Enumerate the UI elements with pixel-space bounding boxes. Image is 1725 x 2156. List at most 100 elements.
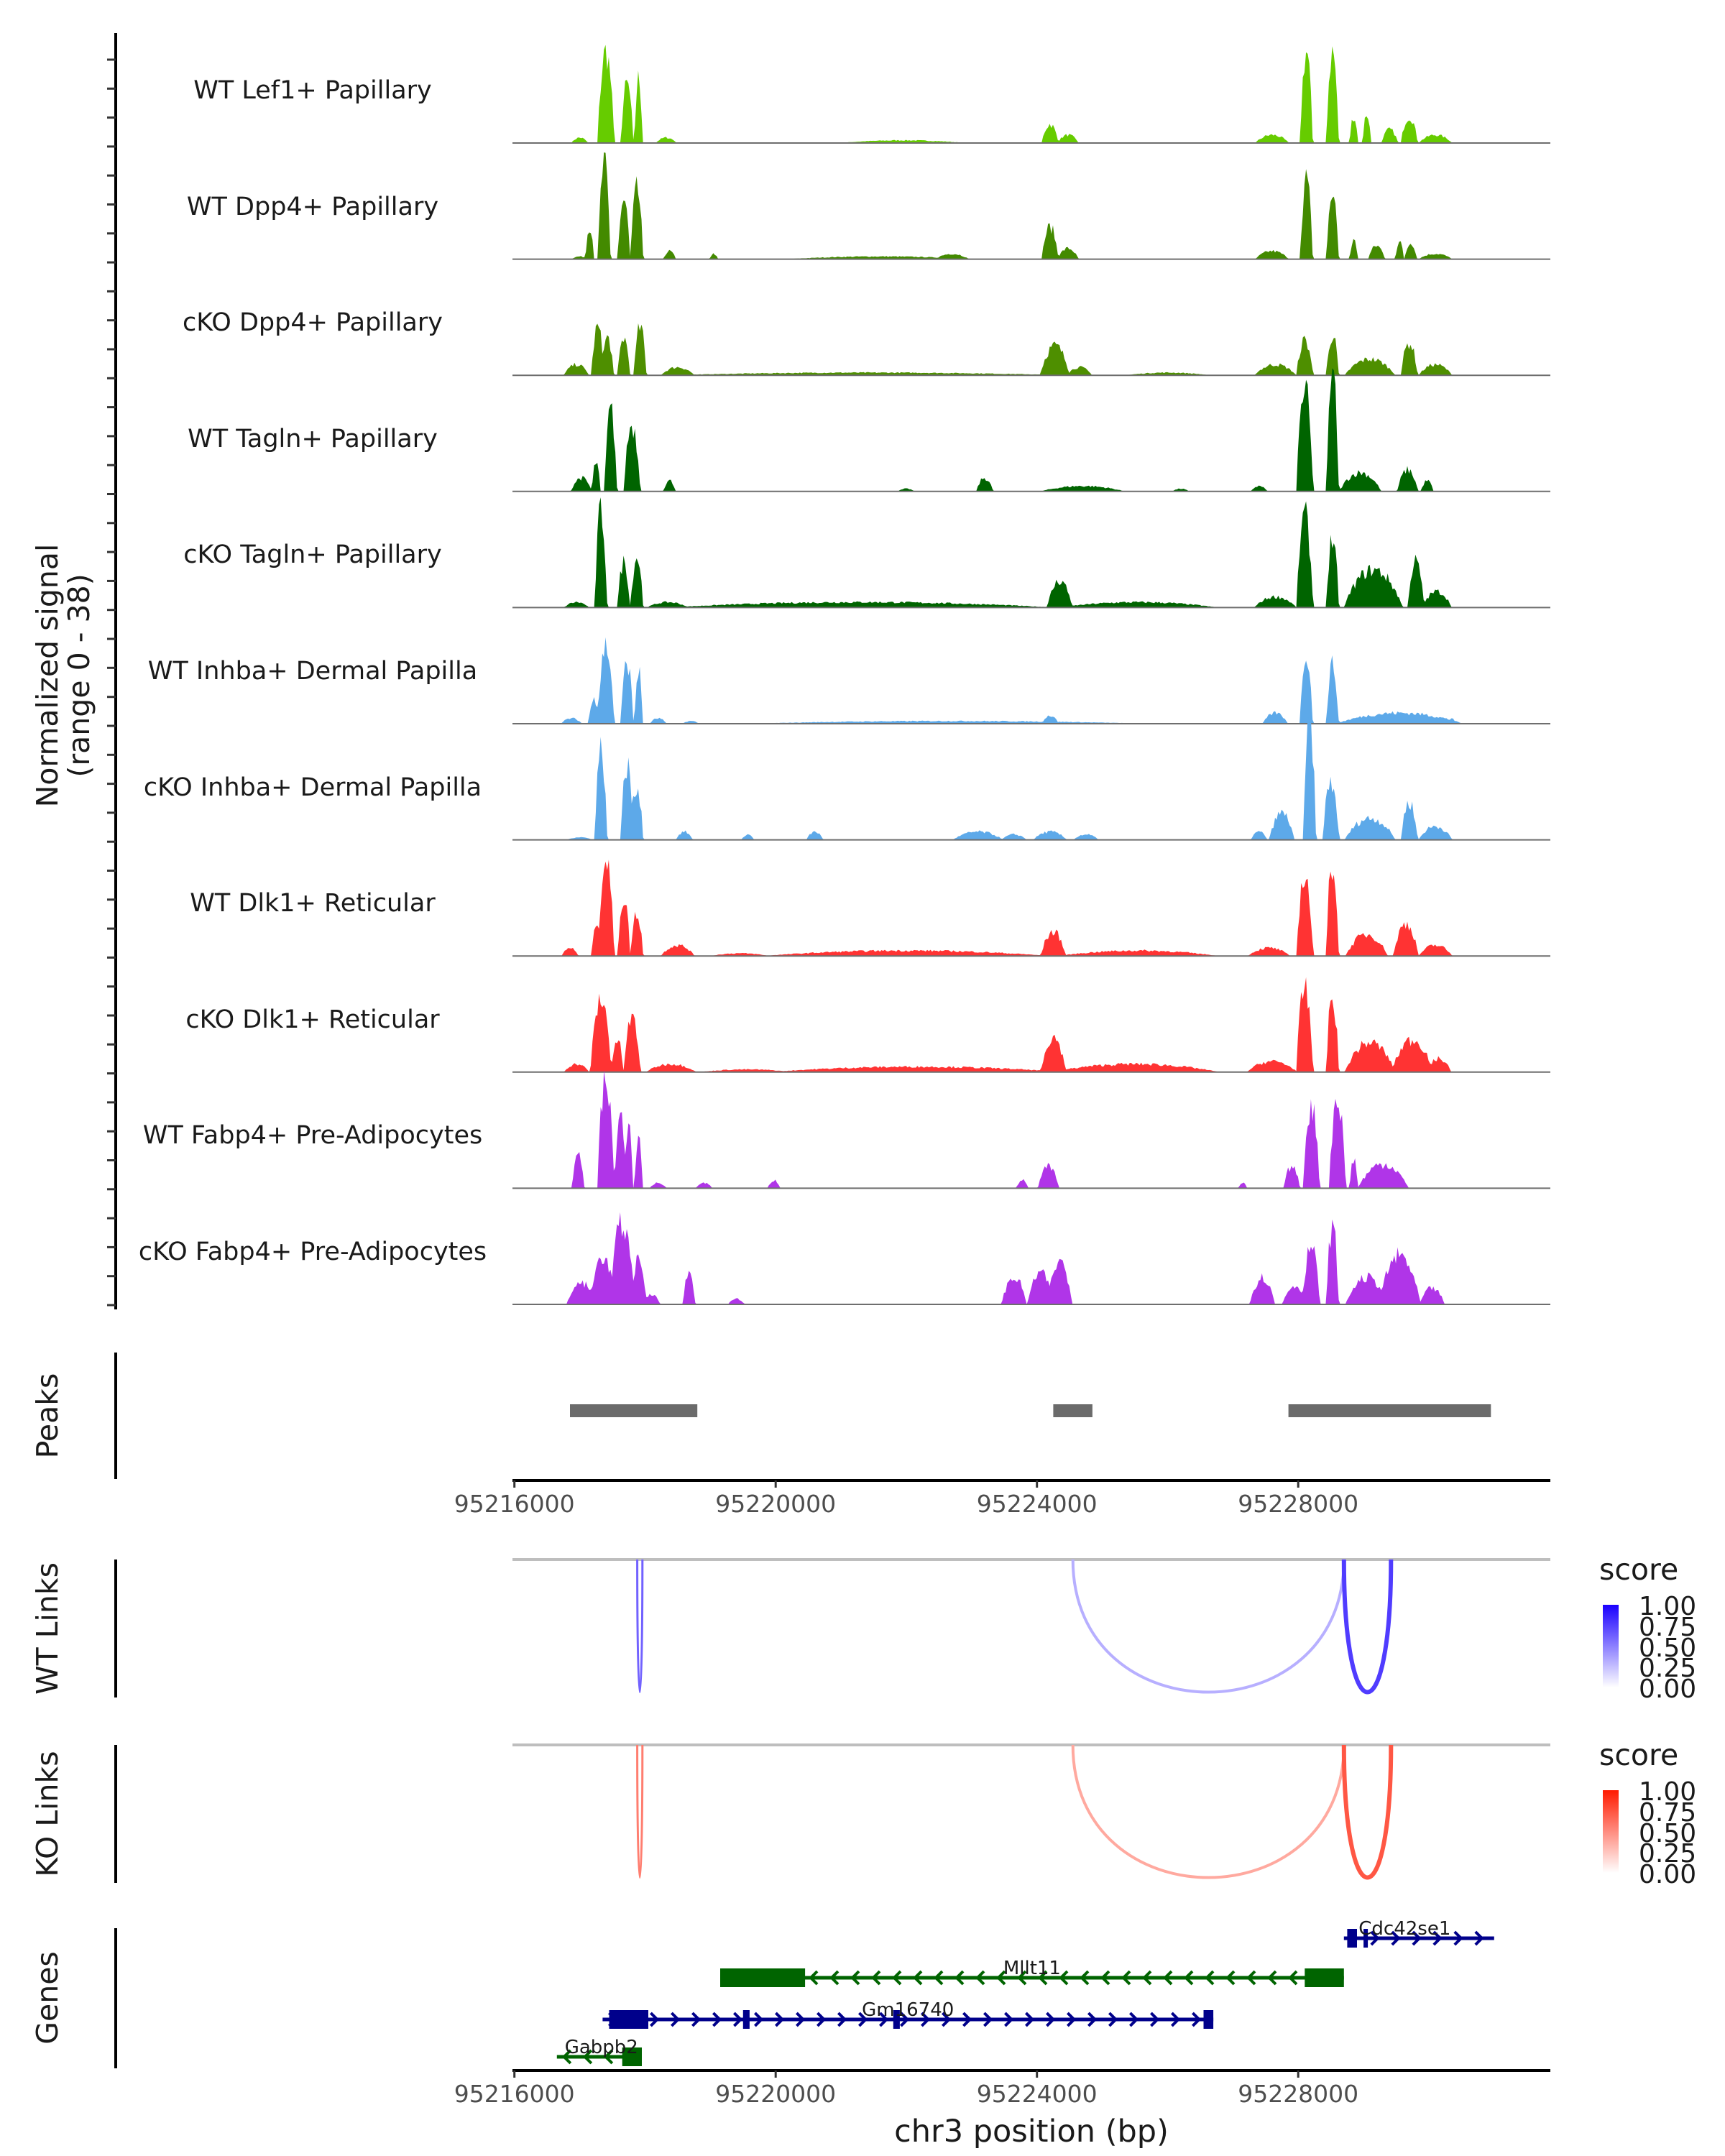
coverage-tracks: WT Lef1+ Papillary WT Dpp4+ Papillary cKO … — [139, 45, 1550, 1305]
coverage-track: cKO Dlk1+ Reticular — [185, 977, 1550, 1073]
score-legend-tick: 1.00 — [1639, 1592, 1696, 1621]
gene-model: Gabpb2 — [556, 2037, 642, 2066]
coverage-track: cKO Fabp4+ Pre-Adipocytes — [139, 1212, 1550, 1305]
coverage-area — [512, 637, 1550, 724]
strand-arrow-right-icon — [1066, 2012, 1077, 2027]
score-legend-tick: 0.00 — [1639, 1860, 1696, 1889]
strand-arrow-left-icon — [829, 1970, 840, 1986]
links-track: WT Links score 1.000.750.500.250.00 — [30, 1552, 1696, 1704]
strand-arrow-left-icon — [1288, 1970, 1298, 1986]
strand-arrow-right-icon — [920, 2012, 931, 2027]
score-colorbar — [1603, 1790, 1619, 1873]
coverage-area — [512, 497, 1550, 608]
strand-arrow-left-icon — [603, 2049, 614, 2065]
coverage-track-label: WT Inhba+ Dermal Papilla — [148, 657, 477, 686]
score-colorbar — [1603, 1605, 1619, 1687]
strand-arrow-left-icon — [1038, 1970, 1048, 1986]
peaks-x-tick-label: 95216000 — [454, 1490, 575, 1518]
strand-arrow-right-icon — [1087, 2012, 1098, 2027]
strand-arrow-left-icon — [1246, 1970, 1256, 1986]
strand-arrow-left-icon — [850, 1970, 860, 1986]
score-legend-tick: 0.50 — [1639, 1819, 1696, 1848]
strand-arrow-right-icon — [1045, 2012, 1056, 2027]
strand-arrow-left-icon — [996, 1970, 1006, 1986]
gene-name-label: Cdc42se1 — [1358, 1918, 1450, 1940]
peak-region — [1053, 1404, 1092, 1417]
gene-exon — [893, 2010, 900, 2029]
strand-arrow-right-icon — [795, 2012, 806, 2027]
strand-arrow-left-icon — [1184, 1970, 1194, 1986]
strand-arrow-right-icon — [1391, 1930, 1401, 1946]
gene-name-label: Gabpb2 — [565, 2037, 638, 2058]
score-legend: score 1.000.750.500.250.00 — [1599, 1738, 1696, 1889]
gene-exon — [742, 2010, 750, 2029]
strand-arrow-left-icon — [892, 1970, 902, 1986]
gene-exon — [1347, 1929, 1357, 1948]
strand-arrow-right-icon — [649, 2012, 660, 2027]
gene-name-label: Mllt11 — [1003, 1958, 1061, 1979]
peak-region — [1288, 1404, 1491, 1417]
coverage-area — [512, 717, 1550, 840]
strand-arrow-right-icon — [1024, 2012, 1035, 2027]
strand-arrow-right-icon — [712, 2012, 722, 2027]
coverage-area — [512, 1212, 1550, 1304]
link-arc — [1341, 1559, 1394, 1695]
gene-exon — [720, 1968, 806, 1987]
strand-arrow-right-icon — [1412, 1930, 1422, 1946]
peaks-x-tick-label: 95228000 — [1238, 1490, 1358, 1518]
genes-track-label: Genes — [30, 1951, 65, 2045]
peak-region — [570, 1404, 698, 1417]
gene-exon — [609, 2010, 648, 2029]
coverage-track-label: cKO Dpp4+ Papillary — [183, 308, 443, 337]
peaks-track-label: Peaks — [30, 1373, 65, 1459]
gene-exon — [622, 2047, 642, 2066]
coverage-track-label: cKO Dlk1+ Reticular — [185, 1005, 440, 1034]
coverage-track-label: WT Dpp4+ Papillary — [187, 193, 438, 221]
score-legend-tick: 0.75 — [1639, 1798, 1696, 1828]
coverage-track-label: cKO Tagln+ Papillary — [183, 540, 442, 569]
coverage-y-axis-label-line1: Normalized signal — [30, 544, 65, 808]
genes-x-tick-label: 95220000 — [715, 2080, 836, 2108]
coverage-track: cKO Inhba+ Dermal Papilla — [144, 717, 1550, 841]
strand-arrow-right-icon — [962, 2012, 972, 2027]
strand-arrow-left-icon — [1142, 1970, 1152, 1986]
coverage-track-label: cKO Inhba+ Dermal Papilla — [144, 773, 482, 802]
strand-arrow-right-icon — [1453, 1930, 1463, 1946]
coverage-track-label: WT Fabp4+ Pre-Adipocytes — [143, 1121, 482, 1150]
coverage-track: WT Inhba+ Dermal Papilla — [148, 637, 1550, 724]
strand-arrow-right-icon — [1474, 1930, 1484, 1946]
peaks-x-tick-label: 95224000 — [977, 1490, 1098, 1518]
coverage-area — [512, 368, 1550, 492]
strand-arrow-right-icon — [1170, 2012, 1181, 2027]
coverage-track-label: WT Lef1+ Papillary — [193, 76, 432, 105]
coverage-track: WT Tagln+ Papillary — [188, 368, 1550, 492]
links-track-label: WT Links — [30, 1562, 65, 1695]
gene-model: Cdc42se1 — [1343, 1918, 1494, 1948]
strand-arrow-left-icon — [1080, 1970, 1090, 1986]
strand-arrow-right-icon — [753, 2012, 764, 2027]
strand-arrow-right-icon — [816, 2012, 827, 2027]
strand-arrow-right-icon — [1370, 1930, 1380, 1946]
coverage-track-label: WT Dlk1+ Reticular — [190, 889, 436, 918]
link-arc — [1341, 1744, 1394, 1880]
score-legend-tick: 0.25 — [1639, 1654, 1696, 1683]
gene-exon — [1363, 1929, 1368, 1948]
coverage-area — [512, 977, 1550, 1072]
score-legend-tick: 0.00 — [1639, 1674, 1696, 1704]
peaks-x-tick-label: 95220000 — [715, 1490, 836, 1518]
coverage-area — [512, 45, 1550, 143]
strand-arrow-right-icon — [670, 2012, 681, 2027]
strand-arrow-left-icon — [871, 1970, 881, 1986]
coverage-area — [512, 860, 1550, 957]
strand-arrow-right-icon — [1108, 2012, 1118, 2027]
genes-x-tick-label: 95228000 — [1238, 2080, 1358, 2108]
score-legend-title: score — [1599, 1552, 1678, 1587]
link-arc — [636, 1559, 644, 1693]
genes-x-tick-label: 95216000 — [454, 2080, 575, 2108]
score-legend-title: score — [1599, 1738, 1678, 1772]
gene-model: Mllt11 — [720, 1958, 1344, 1987]
coverage-track-label: WT Tagln+ Papillary — [188, 425, 438, 453]
strand-arrow-left-icon — [1267, 1970, 1277, 1986]
coverage-y-axis-label-line2: (range 0 - 38) — [62, 573, 96, 777]
peaks-panel: Peaks 95216000 95220000 95224000 95228000 — [30, 1353, 1550, 1518]
